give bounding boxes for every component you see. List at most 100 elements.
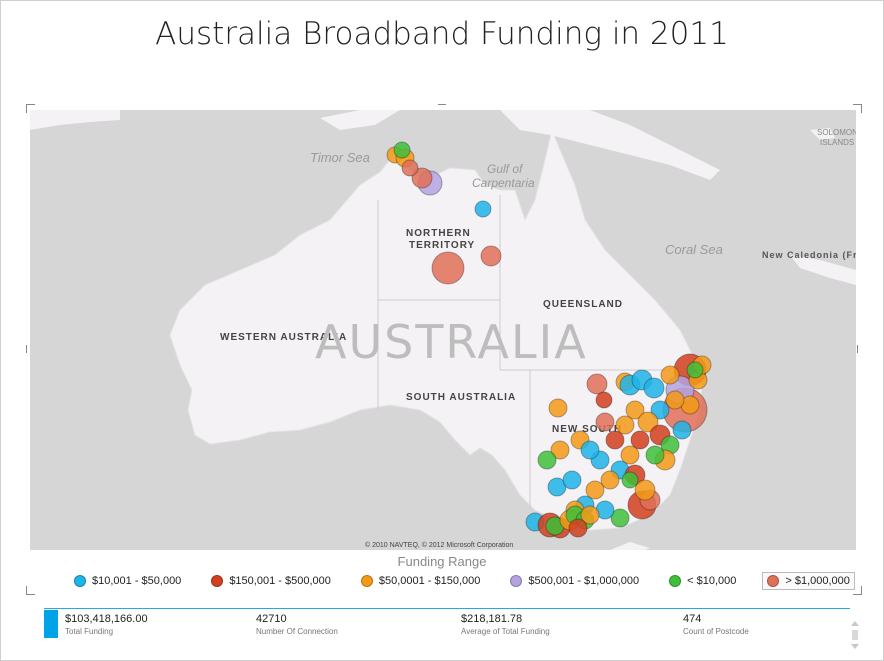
map-label-coral-sea: Coral Sea <box>665 242 723 257</box>
bubble <box>562 470 582 490</box>
island <box>320 110 400 130</box>
bubble <box>474 200 492 218</box>
bubble <box>686 361 704 379</box>
map-label-western-australia: Western Australia <box>220 332 348 343</box>
map-label-queensland: Queensland <box>543 299 624 310</box>
bubble <box>595 391 613 409</box>
legend-label: $10,001 - $50,000 <box>92 575 182 587</box>
corner-handle[interactable] <box>853 104 862 113</box>
corner-handle[interactable] <box>853 586 862 595</box>
scrollbar[interactable] <box>850 620 860 650</box>
edge-handle[interactable] <box>857 345 858 353</box>
legend-dot <box>669 575 682 587</box>
legend-item-over-1000000[interactable]: > $1,000,000 <box>762 572 855 590</box>
legend-dot <box>510 575 523 587</box>
card-average-funding[interactable]: $218,181.78 Average of Total Funding <box>461 613 550 636</box>
map-label-new-south: New South <box>552 424 623 435</box>
card-value: $218,181.78 <box>461 613 523 625</box>
legend-item-150001-500000[interactable]: $150,001 - $500,000 <box>207 573 335 589</box>
bubble <box>580 440 600 460</box>
scroll-down-icon <box>851 644 859 649</box>
corner-handle[interactable] <box>26 104 35 113</box>
bubble <box>625 400 645 420</box>
card-accent-bar <box>44 610 58 638</box>
bubble <box>393 141 411 159</box>
page-title: Australia Broadband Funding in 2011 <box>155 16 729 52</box>
scroll-thumb <box>852 630 858 640</box>
map-view[interactable]: Timor Sea Gulf of Carpentaria Coral Sea … <box>30 110 856 550</box>
legend-label: $150,001 - $500,000 <box>229 575 331 587</box>
legend: $10,001 - $50,000 $150,001 - $500,000 $5… <box>70 572 855 590</box>
bubble <box>615 415 635 435</box>
bubble <box>401 159 419 177</box>
card-number-of-connection[interactable]: 42710 Number Of Connection <box>256 613 338 636</box>
legend-item-under-10000[interactable]: < $10,000 <box>665 573 740 589</box>
bubble <box>480 245 502 267</box>
bubble <box>630 430 650 450</box>
map-label-northern-territory: Northern <box>406 228 471 239</box>
edge-handle[interactable] <box>26 345 27 353</box>
bubble <box>586 373 608 395</box>
card-total-funding[interactable]: $103,418,166.00 Total Funding <box>65 613 148 636</box>
bubble <box>672 420 692 440</box>
map-label-gulf: Gulf of <box>487 162 523 176</box>
map-label-northern-territory: Territory <box>409 240 476 251</box>
legend-dot <box>767 575 780 587</box>
tasmania-landmass <box>610 542 650 550</box>
map-label-gulf: Carpentaria <box>472 176 535 190</box>
bubble <box>600 470 620 490</box>
corner-handle[interactable] <box>26 586 35 595</box>
edge-handle[interactable] <box>438 104 446 105</box>
bubble <box>637 411 659 433</box>
legend-title: Funding Range <box>397 554 487 569</box>
png-landmass <box>500 110 720 180</box>
legend-item-500001-1000000[interactable]: $500,001 - $1,000,000 <box>506 573 643 589</box>
bubble <box>620 445 640 465</box>
bubble <box>568 518 588 538</box>
map-copyright: © 2010 NAVTEQ, © 2012 Microsoft Corporat… <box>365 542 514 549</box>
bubble <box>537 450 557 470</box>
bubble <box>411 167 433 189</box>
bubble <box>580 505 600 525</box>
map-label-timor-sea: Timor Sea <box>310 150 370 165</box>
bubble <box>610 508 630 528</box>
funding-bubbles[interactable] <box>30 110 856 550</box>
card-value: $103,418,166.00 <box>65 613 148 625</box>
legend-dot <box>360 575 373 587</box>
map-label-solomon: SOLOMON <box>817 128 856 137</box>
solomon-landmass <box>810 128 835 140</box>
card-value: 474 <box>683 613 702 625</box>
legend-item-10001-50000[interactable]: $10,001 - $50,000 <box>70 573 185 589</box>
map-label-solomon: ISLANDS <box>820 138 855 147</box>
map-label-new-caledonia: New Caledonia (Fr <box>762 250 856 260</box>
legend-dot <box>211 575 224 587</box>
card-count-of-postcode[interactable]: 474 Count of Postcode <box>683 613 749 636</box>
kpi-cards: $103,418,166.00 Total Funding 42710 Numb… <box>44 608 850 641</box>
card-label: Total Funding <box>65 627 114 636</box>
card-label: Average of Total Funding <box>461 627 550 636</box>
legend-item-50001-150000[interactable]: $50,0001 - $150,000 <box>357 573 485 589</box>
map-label-australia: AUSTRALIA <box>315 315 588 369</box>
bubble <box>660 365 680 385</box>
bubble <box>550 440 570 460</box>
legend-dot <box>74 575 86 587</box>
bubble <box>665 390 685 410</box>
legend-label: $500,001 - $1,000,000 <box>528 575 640 587</box>
bubble <box>650 400 670 420</box>
legend-label: > $1,000,000 <box>785 575 850 587</box>
bubble <box>634 479 656 501</box>
legend-label: $50,0001 - $150,000 <box>378 575 481 587</box>
bubble <box>585 480 605 500</box>
bubble <box>548 398 568 418</box>
new-caledonia-landmass <box>790 255 856 285</box>
bubble <box>605 430 625 450</box>
bubble <box>645 445 665 465</box>
legend-label: < $10,000 <box>687 575 737 587</box>
bubble <box>431 251 465 285</box>
timor-landmass <box>30 110 120 130</box>
state-borders <box>377 195 670 510</box>
map-label-south-australia: South Australia <box>406 392 517 403</box>
bubble <box>621 471 639 489</box>
bubble <box>643 377 665 399</box>
scroll-up-icon <box>851 621 859 626</box>
